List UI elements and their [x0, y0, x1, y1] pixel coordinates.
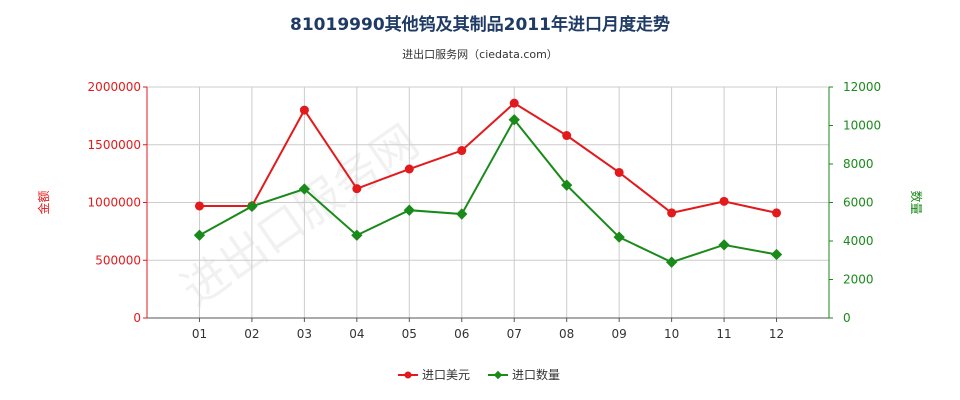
point-amount — [352, 184, 362, 194]
x-tick-label: 03 — [297, 327, 312, 341]
point-amount — [509, 98, 519, 108]
point-amount — [614, 167, 624, 177]
chart-subtitle: 进出口服务网（ciedata.com） — [402, 48, 558, 61]
point-quantity — [403, 204, 415, 216]
x-tick-label: 11 — [716, 327, 731, 341]
left-tick-label: 1000000 — [88, 196, 141, 210]
point-quantity — [456, 208, 468, 220]
point-amount — [299, 105, 309, 115]
point-quantity — [298, 183, 311, 195]
point-amount — [667, 208, 677, 218]
legend-marker-amount — [404, 371, 412, 379]
point-quantity — [718, 239, 730, 251]
point-quantity — [665, 256, 678, 268]
chart-title: 81019990其他钨及其制品2011年进口月度走势 — [290, 15, 670, 35]
left-tick-label: 1500000 — [88, 138, 141, 152]
left-tick-label: 2000000 — [88, 80, 141, 94]
legend-label-1: 进口美元 — [422, 368, 470, 382]
point-amount — [404, 164, 414, 174]
point-quantity — [613, 231, 625, 243]
left-tick-label: 0 — [133, 311, 141, 325]
legend-label-2: 进口数量 — [512, 367, 560, 382]
x-tick-label: 10 — [664, 327, 679, 341]
legend-marker-quantity — [493, 370, 503, 380]
left-tick-label: 500000 — [95, 253, 141, 267]
right-tick-label: 8000 — [843, 157, 874, 171]
right-tick-label: 0 — [843, 311, 851, 325]
x-tick-label: 01 — [192, 327, 207, 341]
axes: 0 500000 1000000 1500000 2000000 0 2000 4000 600… — [36, 80, 924, 341]
x-tick-label: 02 — [244, 327, 259, 341]
series-line-1 — [199, 101, 777, 214]
right-tick-label: 6000 — [843, 196, 874, 210]
legend: 进口美元 进口数量 — [398, 367, 560, 382]
point-quantity — [770, 248, 783, 261]
right-tick-label: 2000 — [843, 273, 874, 287]
series-line-2 — [198, 117, 777, 264]
series-layer — [193, 98, 783, 268]
right-tick-label: 10000 — [843, 119, 881, 133]
left-axis-title: 金额 — [36, 190, 51, 214]
point-quantity — [561, 179, 573, 191]
point-amount — [194, 201, 204, 211]
point-quantity — [246, 200, 258, 213]
x-tick-label: 12 — [769, 327, 784, 341]
right-tick-label: 12000 — [843, 80, 881, 94]
x-tick-label: 08 — [559, 327, 574, 341]
x-tick-label: 07 — [507, 327, 522, 341]
x-tick-label: 05 — [402, 327, 417, 341]
x-tick-label: 04 — [349, 327, 364, 341]
x-tick-label: 09 — [612, 327, 627, 341]
point-quantity — [193, 229, 206, 241]
point-amount — [719, 196, 729, 206]
x-tick-label: 06 — [454, 327, 469, 341]
point-quantity — [351, 229, 363, 241]
right-tick-label: 4000 — [843, 234, 874, 248]
point-amount — [457, 146, 467, 156]
point-amount — [562, 131, 572, 141]
right-axis-title: 数量 — [909, 190, 924, 214]
point-amount — [772, 208, 782, 218]
